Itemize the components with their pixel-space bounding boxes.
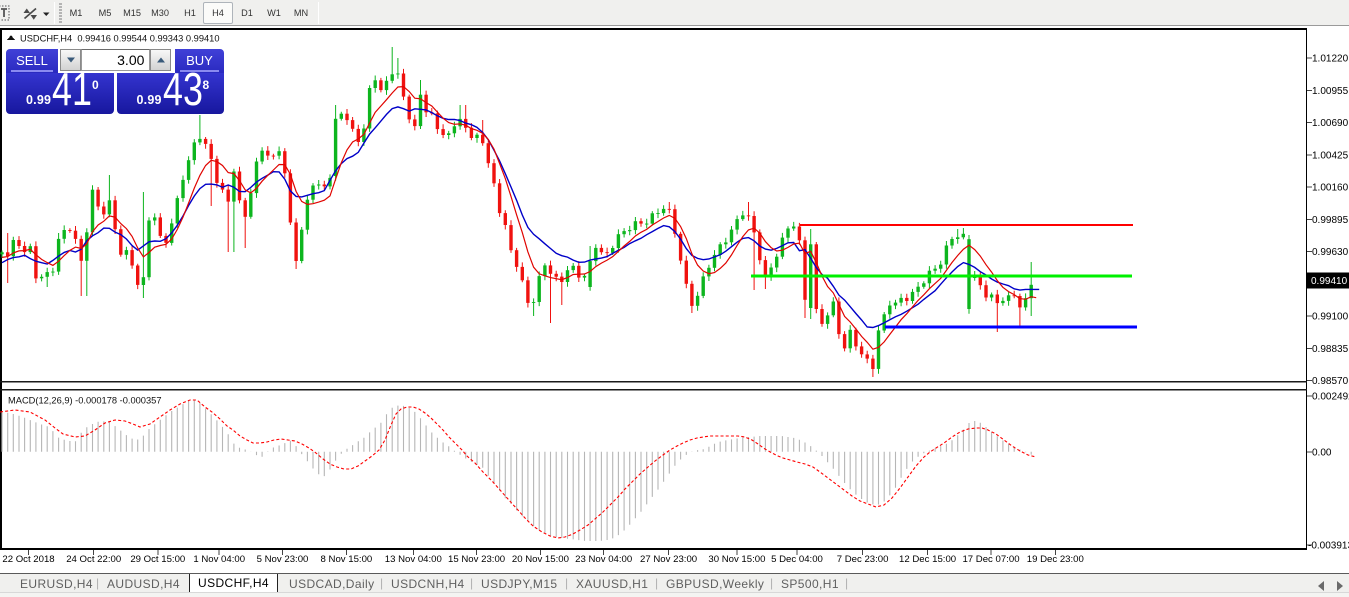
svg-text:0.002492: 0.002492 <box>1312 392 1349 403</box>
svg-text:27 Nov 23:00: 27 Nov 23:00 <box>640 554 697 565</box>
svg-text:1.00160: 1.00160 <box>1312 183 1349 194</box>
svg-text:24 Oct 22:00: 24 Oct 22:00 <box>66 554 121 565</box>
svg-text:20 Nov 15:00: 20 Nov 15:00 <box>512 554 569 565</box>
svg-text:22 Oct 2018: 22 Oct 2018 <box>2 554 54 565</box>
svg-text:1.00690: 1.00690 <box>1312 118 1349 129</box>
svg-text:1.00425: 1.00425 <box>1312 150 1349 161</box>
svg-text:5 Dec 04:00: 5 Dec 04:00 <box>771 554 823 565</box>
svg-text:-0.003913: -0.003913 <box>1308 541 1349 552</box>
svg-text:MACD(12,26,9) -0.000178 -0.000: MACD(12,26,9) -0.000178 -0.000357 <box>8 396 162 406</box>
svg-text:1.00955: 1.00955 <box>1312 86 1349 97</box>
svg-text:0.00: 0.00 <box>1312 448 1332 459</box>
svg-text:7 Dec 23:00: 7 Dec 23:00 <box>837 554 889 565</box>
svg-text:12 Dec 15:00: 12 Dec 15:00 <box>899 554 956 565</box>
svg-text:0.99100: 0.99100 <box>1312 312 1349 323</box>
svg-text:0.98835: 0.98835 <box>1312 344 1349 355</box>
svg-text:5 Nov 23:00: 5 Nov 23:00 <box>257 554 309 565</box>
svg-text:0.99895: 0.99895 <box>1312 215 1349 226</box>
svg-text:30 Nov 15:00: 30 Nov 15:00 <box>708 554 765 565</box>
svg-text:13 Nov 04:00: 13 Nov 04:00 <box>385 554 442 565</box>
svg-text:0.99630: 0.99630 <box>1312 247 1349 258</box>
svg-text:29 Oct 15:00: 29 Oct 15:00 <box>130 554 185 565</box>
svg-text:17 Dec 07:00: 17 Dec 07:00 <box>962 554 1019 565</box>
svg-text:15 Nov 23:00: 15 Nov 23:00 <box>448 554 505 565</box>
svg-text:0.99410: 0.99410 <box>1311 276 1348 287</box>
svg-text:USDCHF,H4 0.99416 0.99544 0.9: USDCHF,H4 0.99416 0.99544 0.99343 0.9941… <box>20 34 220 44</box>
svg-text:0.98570: 0.98570 <box>1312 376 1349 387</box>
svg-text:23 Nov 04:00: 23 Nov 04:00 <box>575 554 632 565</box>
svg-text:1.01220: 1.01220 <box>1312 54 1349 65</box>
svg-text:19 Dec 23:00: 19 Dec 23:00 <box>1027 554 1084 565</box>
svg-text:8 Nov 15:00: 8 Nov 15:00 <box>321 554 373 565</box>
svg-text:1 Nov 04:00: 1 Nov 04:00 <box>193 554 245 565</box>
